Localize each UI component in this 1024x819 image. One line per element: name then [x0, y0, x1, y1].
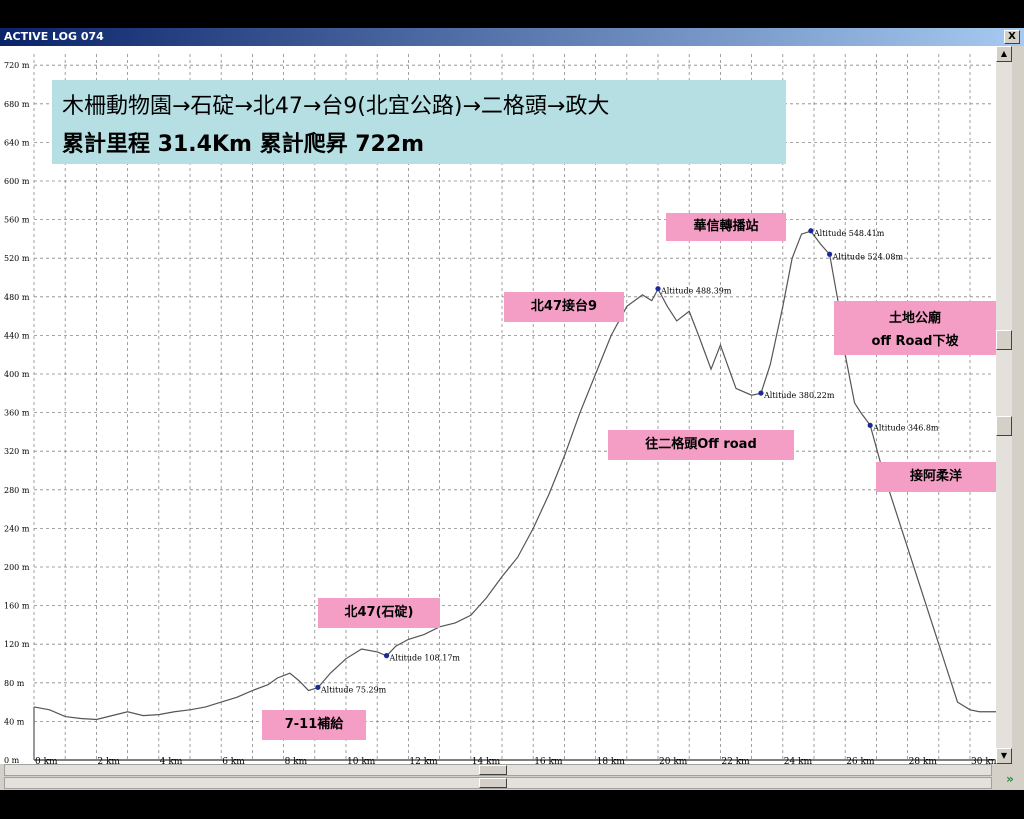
- close-button[interactable]: X: [1004, 30, 1020, 44]
- y-tick-label: 360 m: [4, 409, 30, 418]
- active-log-window: ACTIVE LOG 074 X 0 m 40 m 80 m 120 m 160 m 20…: [0, 28, 1024, 790]
- waypoint-label: Altitude 108.17m: [389, 654, 461, 663]
- x-tick-label: 10 km: [347, 757, 376, 764]
- y-tick-label: 600 m: [4, 177, 30, 186]
- x-tick-label: 24 km: [784, 757, 813, 764]
- x-tick-label: 12 km: [409, 757, 438, 764]
- x-tick-label: 20 km: [659, 757, 688, 764]
- horizontal-scroll-area: [0, 764, 1012, 790]
- label-bei47: 北47(石碇): [318, 598, 440, 628]
- elevation-chart-svg: 0 m 40 m 80 m 120 m 160 m 200 m 240 m 280 m 320 …: [4, 54, 1002, 767]
- vertical-scrollbar[interactable]: ▲ ▼: [996, 46, 1012, 764]
- window-title: ACTIVE LOG 074: [4, 30, 104, 43]
- vertical-scroll-thumb-1[interactable]: [996, 330, 1012, 350]
- waypoint-label: Altitude 488.39m: [660, 287, 732, 296]
- waypoint-label: Altitude 346.8m: [872, 423, 939, 432]
- y-tick-label: 640 m: [4, 138, 30, 147]
- x-tick-label: 0 km: [35, 757, 58, 764]
- y-tick-label: 400 m: [4, 370, 30, 379]
- x-tick-label: 26 km: [846, 757, 875, 764]
- y-tick-label: 680 m: [4, 100, 30, 109]
- y-tick-label: 520 m: [4, 254, 30, 263]
- y-tick-label: 40 m: [4, 717, 25, 726]
- title-bar: ACTIVE LOG 074 X: [0, 28, 1024, 46]
- label-seven-eleven: 7-11補給: [262, 710, 366, 740]
- waypoint-dot: [383, 653, 390, 659]
- route-info-box: 木柵動物園→石碇→北47→台9(北宜公路)→二格頭→政大 累計里程 31.4Km…: [52, 80, 786, 164]
- right-strip: [1012, 46, 1024, 790]
- y-tick-label: 80 m: [4, 679, 25, 688]
- y-tick-label: 720 m: [4, 61, 30, 70]
- y-tick-label: 160 m: [4, 602, 30, 611]
- y-tick-label: 0 m: [4, 756, 20, 764]
- vertical-scroll-thumb-2[interactable]: [996, 416, 1012, 436]
- scroll-down-icon[interactable]: ▼: [996, 748, 1012, 764]
- x-tick-label: 4 km: [160, 757, 183, 764]
- y-tick-label: 240 m: [4, 524, 30, 533]
- x-tick-label: 16 km: [534, 757, 563, 764]
- waypoint-label: Altitude 380.22m: [763, 391, 835, 400]
- y-tick-label: 440 m: [4, 331, 30, 340]
- y-tick-label: 200 m: [4, 563, 30, 572]
- label-tudi: 土地公廟 off Road下坡: [834, 301, 996, 355]
- label-tudi-line2: off Road下坡: [871, 334, 959, 349]
- x-tick-label: 6 km: [222, 757, 245, 764]
- elevation-line: [33, 230, 1002, 721]
- waypoint-dot: [827, 251, 833, 257]
- x-tick-label: 8 km: [285, 757, 308, 764]
- waypoint-label: Altitude 548.41m: [813, 229, 885, 238]
- y-tick-label: 320 m: [4, 447, 30, 456]
- stats-text: 累計里程 31.4Km 累計爬昇 722m: [62, 132, 425, 157]
- label-huaxin: 華信轉播站: [666, 213, 786, 241]
- label-bei47-tai9: 北47接台9: [504, 292, 624, 322]
- x-tick-label: 30 km: [971, 757, 996, 764]
- y-tick-label: 480 m: [4, 293, 30, 302]
- horizontal-scroll-thumb-1[interactable]: [479, 765, 507, 775]
- label-tudi-line1: 土地公廟: [888, 311, 941, 326]
- x-tick-label: 22 km: [721, 757, 750, 764]
- waypoint-dot: [315, 684, 321, 690]
- waypoint-label: Altitude 75.29m: [320, 685, 387, 694]
- horizontal-scrollbar-2[interactable]: [4, 777, 992, 789]
- scroll-up-icon[interactable]: ▲: [996, 46, 1012, 62]
- waypoint-dot: [758, 390, 764, 396]
- label-ergetou: 往二格頭Off road: [608, 430, 794, 460]
- waypoint-label: Altitude 524.08m: [832, 252, 904, 261]
- horizontal-scroll-thumb-2[interactable]: [479, 778, 507, 788]
- waypoint-dot: [655, 286, 661, 292]
- expand-chevron-icon[interactable]: »: [1000, 772, 1020, 790]
- route-text: 木柵動物園→石碇→北47→台9(北宜公路)→二格頭→政大: [62, 94, 610, 119]
- y-tick-label: 560 m: [4, 216, 30, 225]
- y-tick-label: 280 m: [4, 486, 30, 495]
- y-tick-label: 120 m: [4, 640, 30, 649]
- elevation-chart: 0 m 40 m 80 m 120 m 160 m 200 m 240 m 280 m 320 …: [0, 46, 1002, 767]
- waypoint-dot: [808, 228, 814, 234]
- x-tick-label: 28 km: [909, 757, 938, 764]
- x-tick-label: 14 km: [472, 757, 501, 764]
- waypoint-dot: [867, 422, 873, 428]
- x-tick-label: 18 km: [597, 757, 626, 764]
- label-jie: 接阿柔洋: [876, 462, 996, 492]
- x-tick-label: 2 km: [97, 757, 120, 764]
- horizontal-scrollbar-1[interactable]: [4, 764, 992, 776]
